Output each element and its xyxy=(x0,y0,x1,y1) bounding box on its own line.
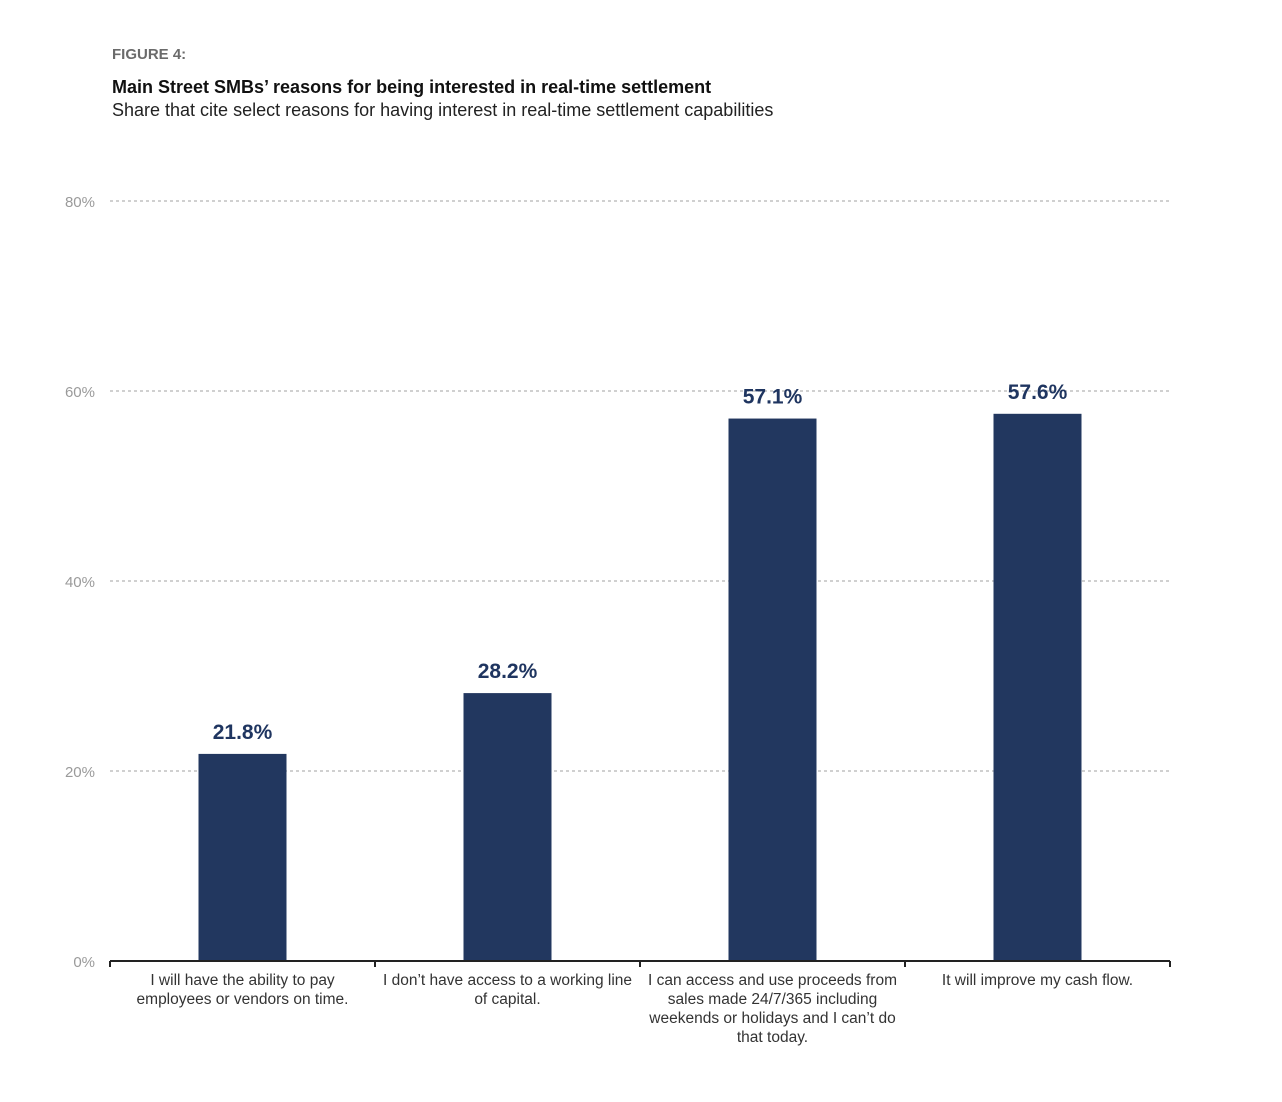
figure-label: FIGURE 4: xyxy=(112,46,187,63)
y-tick-label: 60% xyxy=(65,384,95,401)
bar xyxy=(993,413,1082,961)
x-category-label: I don’t have access to a working line of… xyxy=(383,972,632,1008)
chart-title: Main Street SMBs’ reasons for being inte… xyxy=(112,77,712,97)
y-tick-label: 40% xyxy=(65,574,95,591)
y-tick-label: 20% xyxy=(65,764,95,781)
data-label: 28.2% xyxy=(478,660,538,683)
y-tick-label: 0% xyxy=(73,954,95,971)
x-category-label: It will improve my cash flow. xyxy=(941,972,1134,989)
x-category-label: I will have the ability to pay employees… xyxy=(136,972,349,1008)
data-label: 57.6% xyxy=(1008,381,1068,404)
data-label: 57.1% xyxy=(743,386,803,409)
data-label: 21.8% xyxy=(213,721,273,744)
chart-subtitle: Share that cite select reasons for havin… xyxy=(112,100,774,120)
y-tick-label: 80% xyxy=(65,194,95,211)
x-category-label: I can access and use proceeds from sales… xyxy=(648,972,897,1046)
bar xyxy=(198,753,287,961)
bar xyxy=(728,418,817,961)
bar xyxy=(463,693,552,961)
